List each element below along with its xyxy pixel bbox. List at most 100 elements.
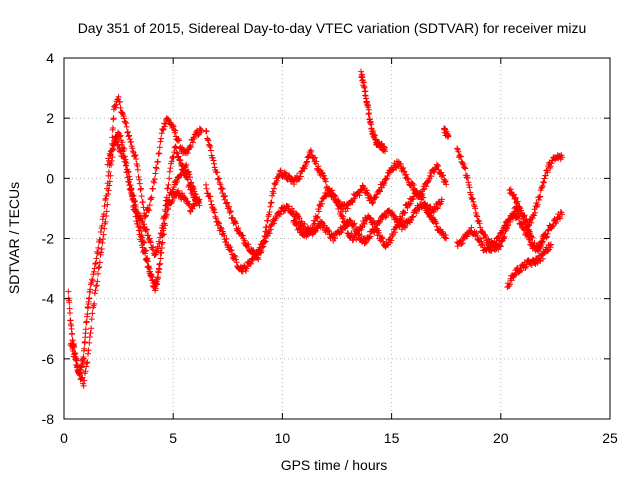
data-point [304, 158, 311, 165]
data-point [247, 260, 254, 267]
data-point [154, 274, 161, 281]
data-point [124, 128, 131, 135]
data-point [97, 228, 104, 235]
data-point [99, 239, 106, 246]
data-point [294, 219, 301, 226]
data-point [207, 147, 214, 154]
data-point [116, 145, 123, 152]
y-tick-label: -6 [42, 351, 55, 367]
data-point [187, 174, 194, 181]
data-point [189, 184, 196, 191]
data-point [470, 201, 477, 208]
data-point [129, 145, 136, 152]
data-point [88, 325, 95, 332]
data-point [157, 260, 164, 267]
data-point [232, 254, 239, 261]
data-point [226, 204, 233, 211]
data-point [227, 247, 234, 254]
data-point [76, 371, 83, 378]
data-point [177, 172, 184, 179]
data-point [336, 203, 343, 210]
data-point [82, 326, 89, 333]
data-point [140, 221, 147, 228]
data-point [392, 229, 399, 236]
data-point [178, 190, 185, 197]
data-point [377, 216, 384, 223]
data-point [191, 188, 198, 195]
x-tick-label: 20 [493, 430, 509, 446]
data-point [514, 198, 521, 205]
data-point [442, 231, 449, 238]
data-point [175, 187, 182, 194]
data-point [297, 173, 304, 180]
data-point [499, 230, 506, 237]
data-point [505, 217, 512, 224]
data-point [325, 185, 332, 192]
data-point [146, 207, 153, 214]
data-point [545, 227, 552, 234]
data-point [217, 224, 224, 231]
data-point [219, 185, 226, 192]
data-point [143, 226, 150, 233]
data-point [125, 179, 132, 186]
data-point [218, 225, 225, 232]
data-point [123, 120, 130, 127]
data-point [407, 200, 414, 207]
series-trace-g [290, 185, 445, 250]
data-point [116, 133, 123, 140]
data-point [522, 218, 529, 225]
data-point [266, 230, 273, 237]
data-point [285, 203, 292, 210]
data-point [156, 240, 163, 247]
data-point [388, 237, 395, 244]
data-point [124, 174, 131, 181]
data-point [409, 214, 416, 221]
data-point [266, 209, 273, 216]
data-point [126, 173, 133, 180]
data-point [540, 231, 547, 238]
data-point [410, 213, 417, 220]
data-point [157, 234, 164, 241]
data-point [308, 148, 315, 155]
data-point [68, 325, 75, 332]
data-point [104, 161, 111, 168]
data-point [129, 193, 136, 200]
data-point [378, 234, 385, 241]
data-point [534, 201, 541, 208]
data-point [72, 356, 79, 363]
data-point [101, 225, 108, 232]
data-point [106, 178, 113, 185]
data-point [134, 220, 141, 227]
x-tick-label: 5 [169, 430, 177, 446]
data-point [125, 133, 132, 140]
data-point [516, 204, 523, 211]
data-point [223, 235, 230, 242]
data-point [251, 255, 258, 262]
data-point [95, 264, 102, 271]
data-point [362, 239, 369, 246]
data-point [103, 208, 110, 215]
data-point [81, 345, 88, 352]
data-point [515, 215, 522, 222]
data-point [544, 247, 551, 254]
data-point [106, 182, 113, 189]
data-point [273, 214, 280, 221]
data-point [196, 196, 203, 203]
data-point [369, 200, 376, 207]
data-point [186, 171, 193, 178]
data-point [150, 244, 157, 251]
data-point [79, 374, 86, 381]
data-point [140, 204, 147, 211]
data-point [159, 239, 166, 246]
data-point [361, 220, 368, 227]
data-point [320, 172, 327, 179]
y-tick-label: -8 [42, 411, 55, 427]
data-point [207, 198, 214, 205]
data-point [89, 276, 96, 283]
data-point [206, 142, 213, 149]
data-point [261, 239, 268, 246]
data-point [126, 182, 133, 189]
data-point [211, 209, 218, 216]
data-point [89, 277, 96, 284]
data-point [152, 285, 159, 292]
